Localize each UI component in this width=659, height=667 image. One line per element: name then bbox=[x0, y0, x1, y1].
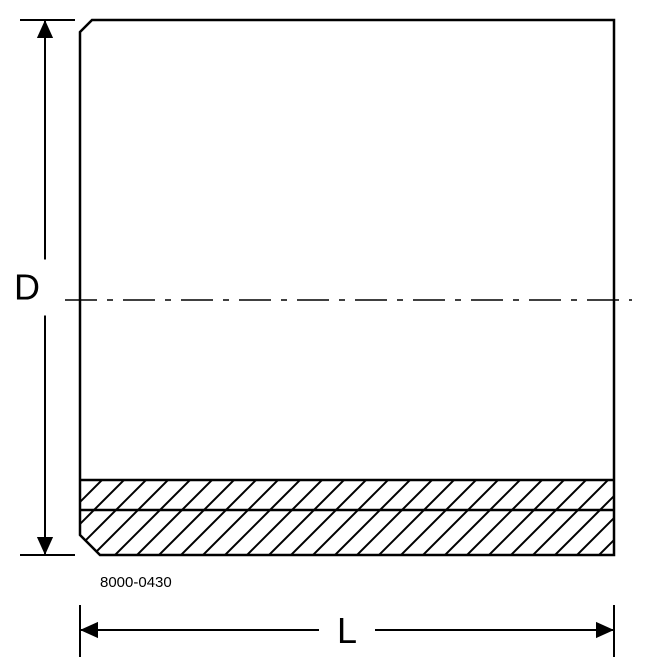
hatching-group bbox=[0, 460, 659, 575]
dim-l-label: L bbox=[337, 610, 357, 651]
part-outer-profile bbox=[80, 20, 614, 555]
dim-d-label: D bbox=[14, 267, 40, 308]
drawing-number: 8000-0430 bbox=[100, 574, 172, 591]
technical-drawing: D L 8000-0430 bbox=[0, 0, 659, 667]
